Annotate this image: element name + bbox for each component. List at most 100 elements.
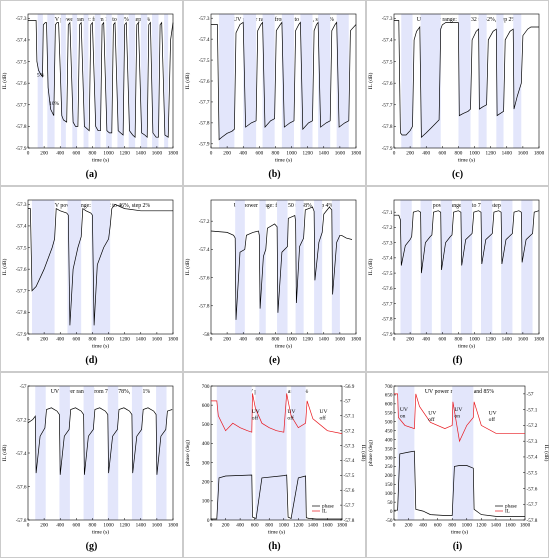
y-axis-label: phase (deg): [184, 440, 191, 466]
x-tick-label: 1000: [469, 151, 480, 157]
uv-on-band: [521, 200, 533, 334]
panel-9: UV power range: 82 and 85%02004006008001…: [366, 372, 550, 558]
panel-4: UV power range: from 42 to 46%, step 2%0…: [0, 186, 183, 372]
chart-title: UV power range: from 12 to 18%, step 1%: [51, 16, 151, 23]
y-right-axis-label: IL (dB): [543, 445, 550, 462]
uv-on-band: [262, 14, 275, 148]
x-axis-label: time (s): [92, 529, 109, 536]
uv-on-band: [460, 200, 473, 334]
legend-label: IL: [505, 509, 510, 515]
annotation: UV: [252, 409, 260, 415]
legend-label: phase: [322, 504, 335, 510]
y-tick-label: 250: [385, 464, 393, 470]
plot-frame: [27, 385, 174, 521]
uv-on-band: [501, 200, 513, 334]
y-tick-label: -57.4: [382, 38, 393, 44]
y-axis-label: IL (dB): [1, 445, 8, 462]
y-axis-label: IL (dB): [1, 259, 8, 276]
x-tick-label: 800: [448, 523, 456, 529]
x-tick-label: 200: [223, 151, 231, 157]
y-tick-label: -57.3: [382, 240, 393, 246]
x-tick-label: 1800: [168, 523, 179, 529]
plot-frame: [393, 385, 526, 521]
x-tick-label: 400: [422, 337, 430, 343]
uv-on-band: [420, 14, 441, 148]
series-line-phase: [211, 474, 342, 520]
y-tick-label: 650: [385, 393, 393, 399]
y-axis-label: IL (dB): [184, 73, 191, 90]
y-tick-label: 0: [207, 518, 210, 524]
y-tick-label: -57.8: [16, 124, 27, 130]
uv-on-band: [318, 14, 331, 148]
x-tick-label: 400: [239, 337, 247, 343]
x-tick-label: 0: [393, 337, 396, 343]
uv-on-band: [440, 200, 452, 334]
x-tick-label: 1200: [119, 523, 130, 529]
x-tick-label: 1200: [302, 151, 313, 157]
series-line-phase: [394, 450, 525, 517]
y-tick-label: 50: [387, 500, 393, 506]
x-tick-label: 1000: [279, 523, 290, 529]
x-axis-label: time (s): [92, 157, 109, 164]
series-line-IL: [211, 393, 343, 434]
uv-on-band: [35, 386, 46, 520]
x-axis-label: time (s): [458, 343, 475, 350]
y-tick-label: 450: [385, 428, 393, 434]
y-right-tick-label: -57.7: [344, 503, 355, 509]
y-tick-label: -57.6: [16, 81, 27, 87]
x-tick-label: 400: [56, 151, 64, 157]
y-tick-label: -57.5: [16, 59, 27, 65]
plot-frame: [210, 199, 357, 335]
annotation: off: [319, 414, 326, 421]
x-tick-label: 1400: [491, 523, 502, 529]
x-tick-label: 1800: [351, 151, 362, 157]
uv-on-band: [32, 200, 55, 334]
x-tick-label: 1600: [518, 337, 529, 343]
y-tick-label: 600: [202, 403, 210, 409]
y-axis-label: IL (dB): [367, 73, 374, 90]
panel-2: UV power range: from 19 to 24 %, step 1%…: [183, 0, 366, 186]
x-tick-label: 400: [56, 337, 64, 343]
y-tick-label: -57.4: [199, 247, 210, 253]
y-tick-label: -57.5: [382, 59, 393, 65]
x-tick-label: 1400: [319, 151, 330, 157]
chart-title: UV power range: from 74 to 78%, step 1%: [51, 388, 151, 395]
panel-letter: (e): [269, 355, 280, 366]
series-line-il: [27, 407, 173, 475]
x-tick-label: 200: [405, 523, 413, 529]
plot-frame: [27, 13, 174, 149]
y-tick-label: 400: [385, 437, 393, 443]
y-tick-label: -57.6: [382, 81, 393, 87]
plot-frame: [393, 199, 540, 335]
x-tick-label: 1200: [485, 151, 496, 157]
x-tick-label: 0: [27, 151, 30, 157]
y-tick-label: -57.8: [199, 304, 210, 310]
x-tick-label: 1400: [136, 523, 147, 529]
x-tick-label: 800: [89, 337, 97, 343]
x-tick-label: 200: [40, 523, 48, 529]
x-tick-label: 1000: [462, 523, 473, 529]
y-tick-label: -57.8: [16, 310, 27, 316]
y-tick-label: -57.9: [382, 146, 393, 152]
y-right-tick-label: -57.5: [527, 471, 538, 477]
y-tick-label: 300: [385, 455, 393, 461]
uv-on-band: [47, 14, 55, 148]
y-right-tick-label: -57: [344, 399, 351, 405]
uv-on-band: [156, 386, 167, 520]
panel-letter: (f): [453, 355, 463, 366]
x-axis-label: time (s): [451, 529, 468, 536]
x-tick-label: 600: [255, 337, 263, 343]
x-tick-label: 1400: [502, 337, 513, 343]
y-tick-label: 500: [385, 420, 393, 426]
x-tick-label: 1200: [293, 523, 304, 529]
x-tick-label: 400: [419, 523, 427, 529]
y-axis-label: phase (deg): [367, 440, 374, 466]
y-tick-label: -50: [386, 518, 393, 524]
panel-letter: (h): [268, 541, 280, 552]
x-tick-label: 1400: [136, 337, 147, 343]
x-tick-label: 200: [222, 523, 230, 529]
uv-on-band: [277, 200, 288, 334]
y-tick-label: -57.4: [16, 224, 27, 230]
x-tick-label: 800: [89, 151, 97, 157]
panel-8: UV power: 79, 80 and 81%0200400600800100…: [183, 372, 367, 558]
